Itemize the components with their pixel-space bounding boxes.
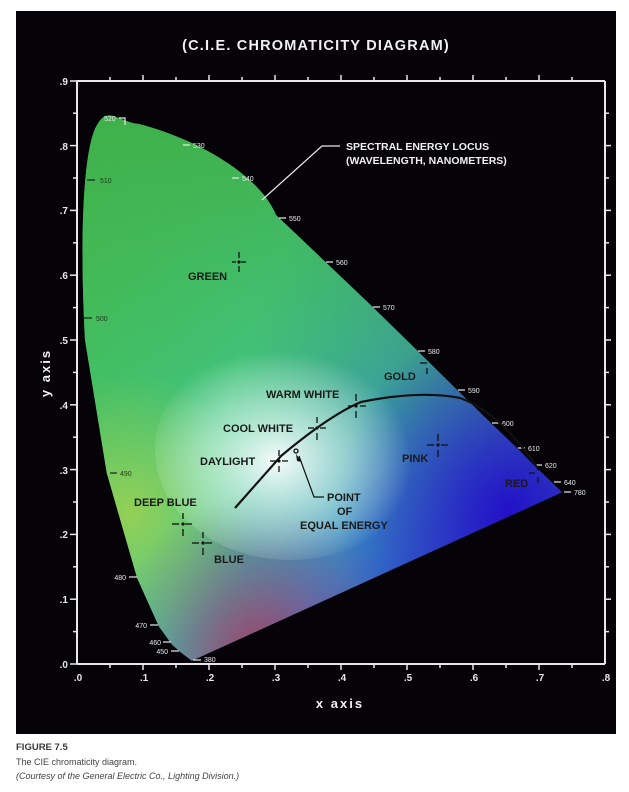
svg-text:EQUAL ENERGY: EQUAL ENERGY <box>300 520 388 532</box>
svg-text:.0: .0 <box>60 660 69 671</box>
figure-credit: (Courtesy of the General Electric Co., L… <box>16 771 240 781</box>
svg-text:780: 780 <box>574 490 586 497</box>
figure-description: The CIE chromaticity diagram. <box>16 757 138 767</box>
svg-text:OF: OF <box>337 506 353 518</box>
svg-text:.4: .4 <box>60 401 69 412</box>
marker-daylight <box>270 450 288 472</box>
svg-text:530: 530 <box>193 143 205 150</box>
x-tick-labels: .0 .1 .2 .3 .4 .5 .6 .7 .8 <box>74 673 611 684</box>
svg-text:470: 470 <box>135 623 147 630</box>
svg-text:(WAVELENGTH, NANOMETERS): (WAVELENGTH, NANOMETERS) <box>346 155 507 167</box>
x-axis-ticks <box>109 75 573 670</box>
marker-green <box>232 252 246 272</box>
svg-text:540: 540 <box>242 176 254 183</box>
svg-text:560: 560 <box>336 260 348 267</box>
svg-text:.9: .9 <box>60 77 69 88</box>
blackbody-curve <box>234 393 540 509</box>
svg-text:DEEP BLUE: DEEP BLUE <box>134 497 197 509</box>
svg-text:.8: .8 <box>602 673 611 684</box>
chart-title: (C.I.E. CHROMATICITY DIAGRAM) <box>182 38 450 54</box>
marker-red <box>529 472 539 483</box>
svg-text:GREEN: GREEN <box>188 271 227 283</box>
marker-equal-energy <box>293 448 299 454</box>
svg-text:.5: .5 <box>60 336 69 347</box>
marker-gold <box>420 362 428 374</box>
svg-text:.5: .5 <box>404 673 413 684</box>
svg-text:.3: .3 <box>60 466 69 477</box>
marker-blue <box>192 532 212 555</box>
svg-text:550: 550 <box>289 216 301 223</box>
svg-text:.2: .2 <box>206 673 215 684</box>
marker-warm-white <box>348 394 366 418</box>
svg-text:COOL WHITE: COOL WHITE <box>223 423 293 435</box>
cie-chromaticity-chart: (C.I.E. CHROMATICITY DIAGRAM) <box>38 38 611 711</box>
svg-text:480: 480 <box>114 575 126 582</box>
svg-text:570: 570 <box>383 305 395 312</box>
svg-text:590: 590 <box>468 388 480 395</box>
svg-text:450: 450 <box>156 649 168 656</box>
marker-cool-white <box>308 417 326 440</box>
svg-text:.8: .8 <box>60 142 69 153</box>
svg-text:.0: .0 <box>74 673 83 684</box>
svg-text:640: 640 <box>564 480 576 487</box>
svg-text:DAYLIGHT: DAYLIGHT <box>200 456 255 468</box>
marker-pink <box>427 434 448 457</box>
svg-text:.3: .3 <box>272 673 281 684</box>
svg-text:BLUE: BLUE <box>214 554 244 566</box>
svg-text:490: 490 <box>120 471 132 478</box>
svg-text:.1: .1 <box>140 673 149 684</box>
marker-deep-blue <box>172 513 192 536</box>
point-labels: GREEN GOLD WARM WHITE COOL WHITE DAYLIGH… <box>134 271 528 566</box>
svg-text:RED: RED <box>505 478 528 490</box>
svg-text:610: 610 <box>528 446 540 453</box>
svg-text:520: 520 <box>104 116 116 123</box>
svg-text:460: 460 <box>149 640 161 647</box>
svg-text:500: 500 <box>96 316 108 323</box>
x-axis-label: x axis <box>316 696 364 711</box>
svg-text:.2: .2 <box>60 530 69 541</box>
wavelength-labels: 380 450 460 470 480 490 500 510 520 530 … <box>84 116 586 664</box>
svg-text:380: 380 <box>204 657 216 664</box>
point-markers <box>172 252 539 555</box>
svg-text:510: 510 <box>100 178 112 185</box>
svg-text:.7: .7 <box>60 206 69 217</box>
svg-text:GOLD: GOLD <box>384 371 416 383</box>
svg-text:.7: .7 <box>536 673 545 684</box>
figure-label: FIGURE 7.5 <box>16 742 68 753</box>
pointer-arrowhead <box>296 454 302 462</box>
svg-text:POINT: POINT <box>327 492 361 504</box>
svg-text:PINK: PINK <box>402 453 428 465</box>
svg-text:SPECTRAL ENERGY LOCUS: SPECTRAL ENERGY LOCUS <box>346 141 489 153</box>
svg-text:.6: .6 <box>60 271 69 282</box>
svg-text:.6: .6 <box>470 673 479 684</box>
svg-text:600: 600 <box>502 421 514 428</box>
svg-text:620: 620 <box>545 463 557 470</box>
y-tick-labels: .0 .1 .2 .3 .4 .5 .6 .7 .8 .9 <box>60 77 69 671</box>
equal-energy-pointer <box>298 455 324 498</box>
svg-text:WARM WHITE: WARM WHITE <box>266 389 339 401</box>
y-axis-ticks <box>70 80 611 665</box>
y-axis-label: y axis <box>38 349 53 397</box>
svg-text:580: 580 <box>428 349 440 356</box>
svg-text:.4: .4 <box>338 673 347 684</box>
locus-annotation: SPECTRAL ENERGY LOCUS (WAVELENGTH, NANOM… <box>261 141 507 201</box>
svg-text:.1: .1 <box>60 595 69 606</box>
